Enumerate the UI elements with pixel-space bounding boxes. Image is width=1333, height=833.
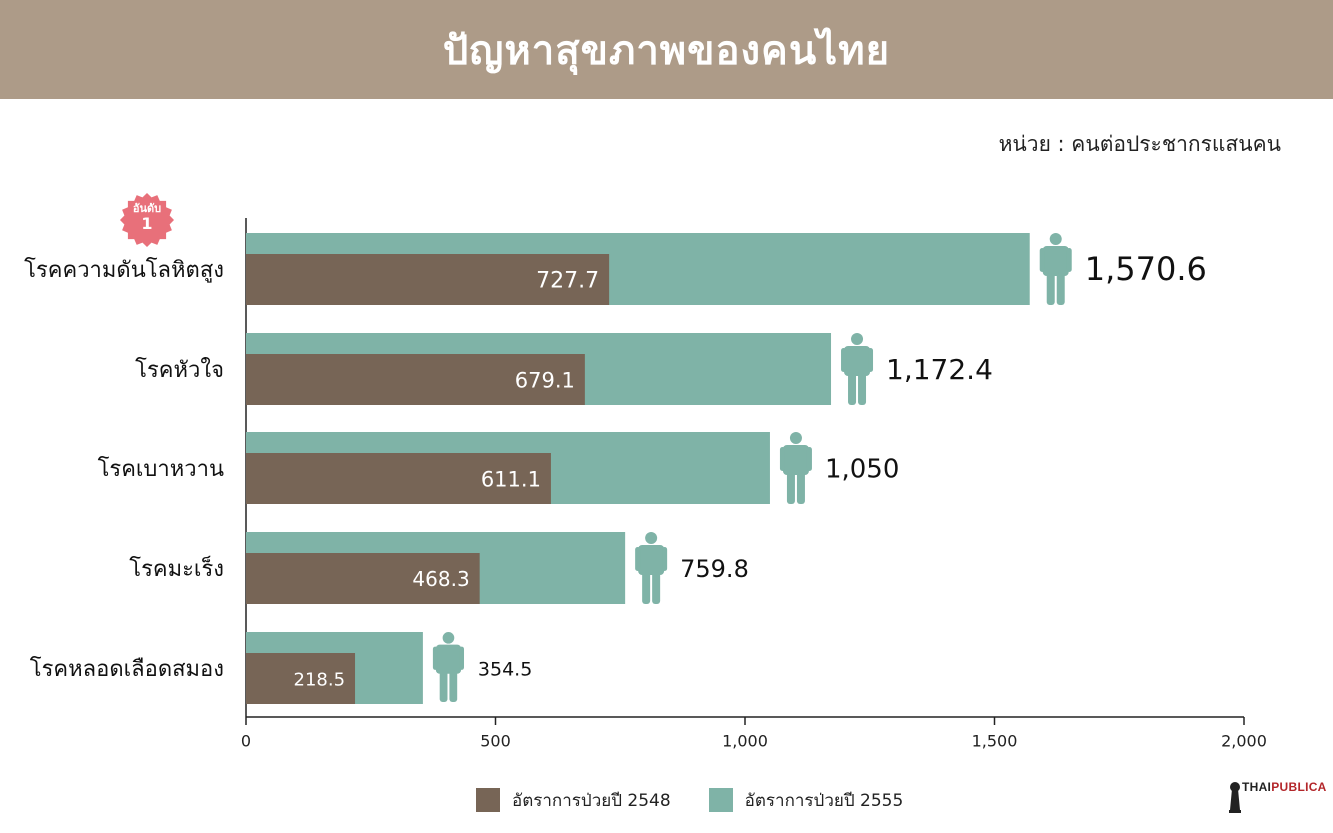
legend-swatch-2555 [708,788,733,812]
legend-item-2555: อัตราการป่วยปี 2555 [708,787,904,814]
x-tick-label: 1,500 [972,732,1018,751]
category-label: โรคเบาหวาน [98,456,224,482]
legend: อัตราการป่วยปี 2548 อัตราการป่วยปี 2555 [476,787,903,813]
unit-label: หน่วย : คนต่อประชากรแสนคน [998,132,1281,156]
bar-2555-value-label: 354.5 [478,659,532,681]
bar-2548 [246,653,356,704]
brand-logo: THAIPUBLICA [1228,778,1326,818]
rank-label: อันดับ [132,202,162,215]
legend-item-2548: อัตราการป่วยปี 2548 [476,787,671,814]
person-icon [432,632,465,702]
legend-label-2548: อัตราการป่วยปี 2548 [512,790,671,811]
category-label: โรคความดันโลหิตสูง [24,257,224,283]
category-label: โรคมะเร็ง [129,554,224,582]
bar-2555-value-label: 1,172.4 [886,353,993,386]
bar-2548-value-label: 727.7 [536,269,599,294]
chart-title: ปัญหาสุขภาพของคนไทย [442,27,891,74]
bar-2548-value-label: 218.5 [294,670,346,691]
header-banner: ปัญหาสุขภาพของคนไทย [0,0,1333,99]
bar-2548 [246,453,551,504]
person-icon [841,333,874,405]
bar-2548-value-label: 468.3 [412,567,469,591]
legend-swatch-2548 [476,788,500,812]
bar-2548-value-label: 679.1 [515,369,575,393]
bar-2555-value-label: 1,050 [825,455,899,485]
rank-number: 1 [141,214,153,233]
x-tick-label: 1,000 [722,732,768,751]
badge-shape [120,193,174,247]
category-label: โรคหลอดเลือดสมอง [30,656,224,682]
bar-2555-value-label: 1,570.6 [1085,250,1207,288]
rank-badge: อันดับ 1 [118,193,176,247]
x-tick-label: 0 [241,732,251,751]
category-label: โรคหัวใจ [135,357,224,383]
legend-label-2555: อัตราการป่วยปี 2555 [744,790,904,811]
person-icon [779,432,812,504]
person-icon [635,532,668,604]
brand-part1: THAI [1242,780,1272,794]
bar-2555-value-label: 759.8 [680,555,749,583]
brand-part2: PUBLICA [1271,780,1327,794]
person-icon [1039,233,1072,305]
x-tick-label: 2,000 [1221,732,1267,751]
bar-2548 [246,553,480,604]
x-tick-label: 500 [480,732,511,751]
keyhole-icon [1229,782,1241,813]
bar-2548-value-label: 611.1 [481,468,541,492]
bar-2548 [246,254,610,305]
bar-2548 [246,354,585,405]
